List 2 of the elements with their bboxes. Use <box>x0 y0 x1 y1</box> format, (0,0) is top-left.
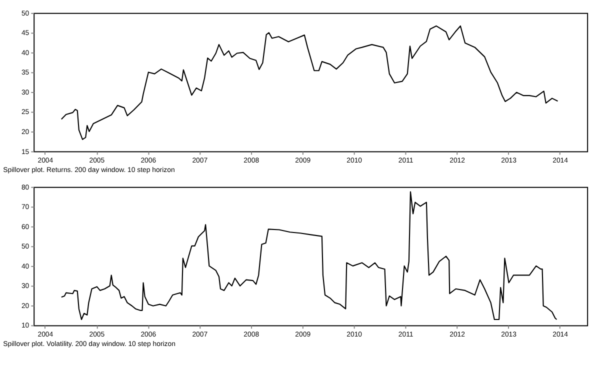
line-series <box>60 25 558 140</box>
line-series <box>60 191 558 320</box>
